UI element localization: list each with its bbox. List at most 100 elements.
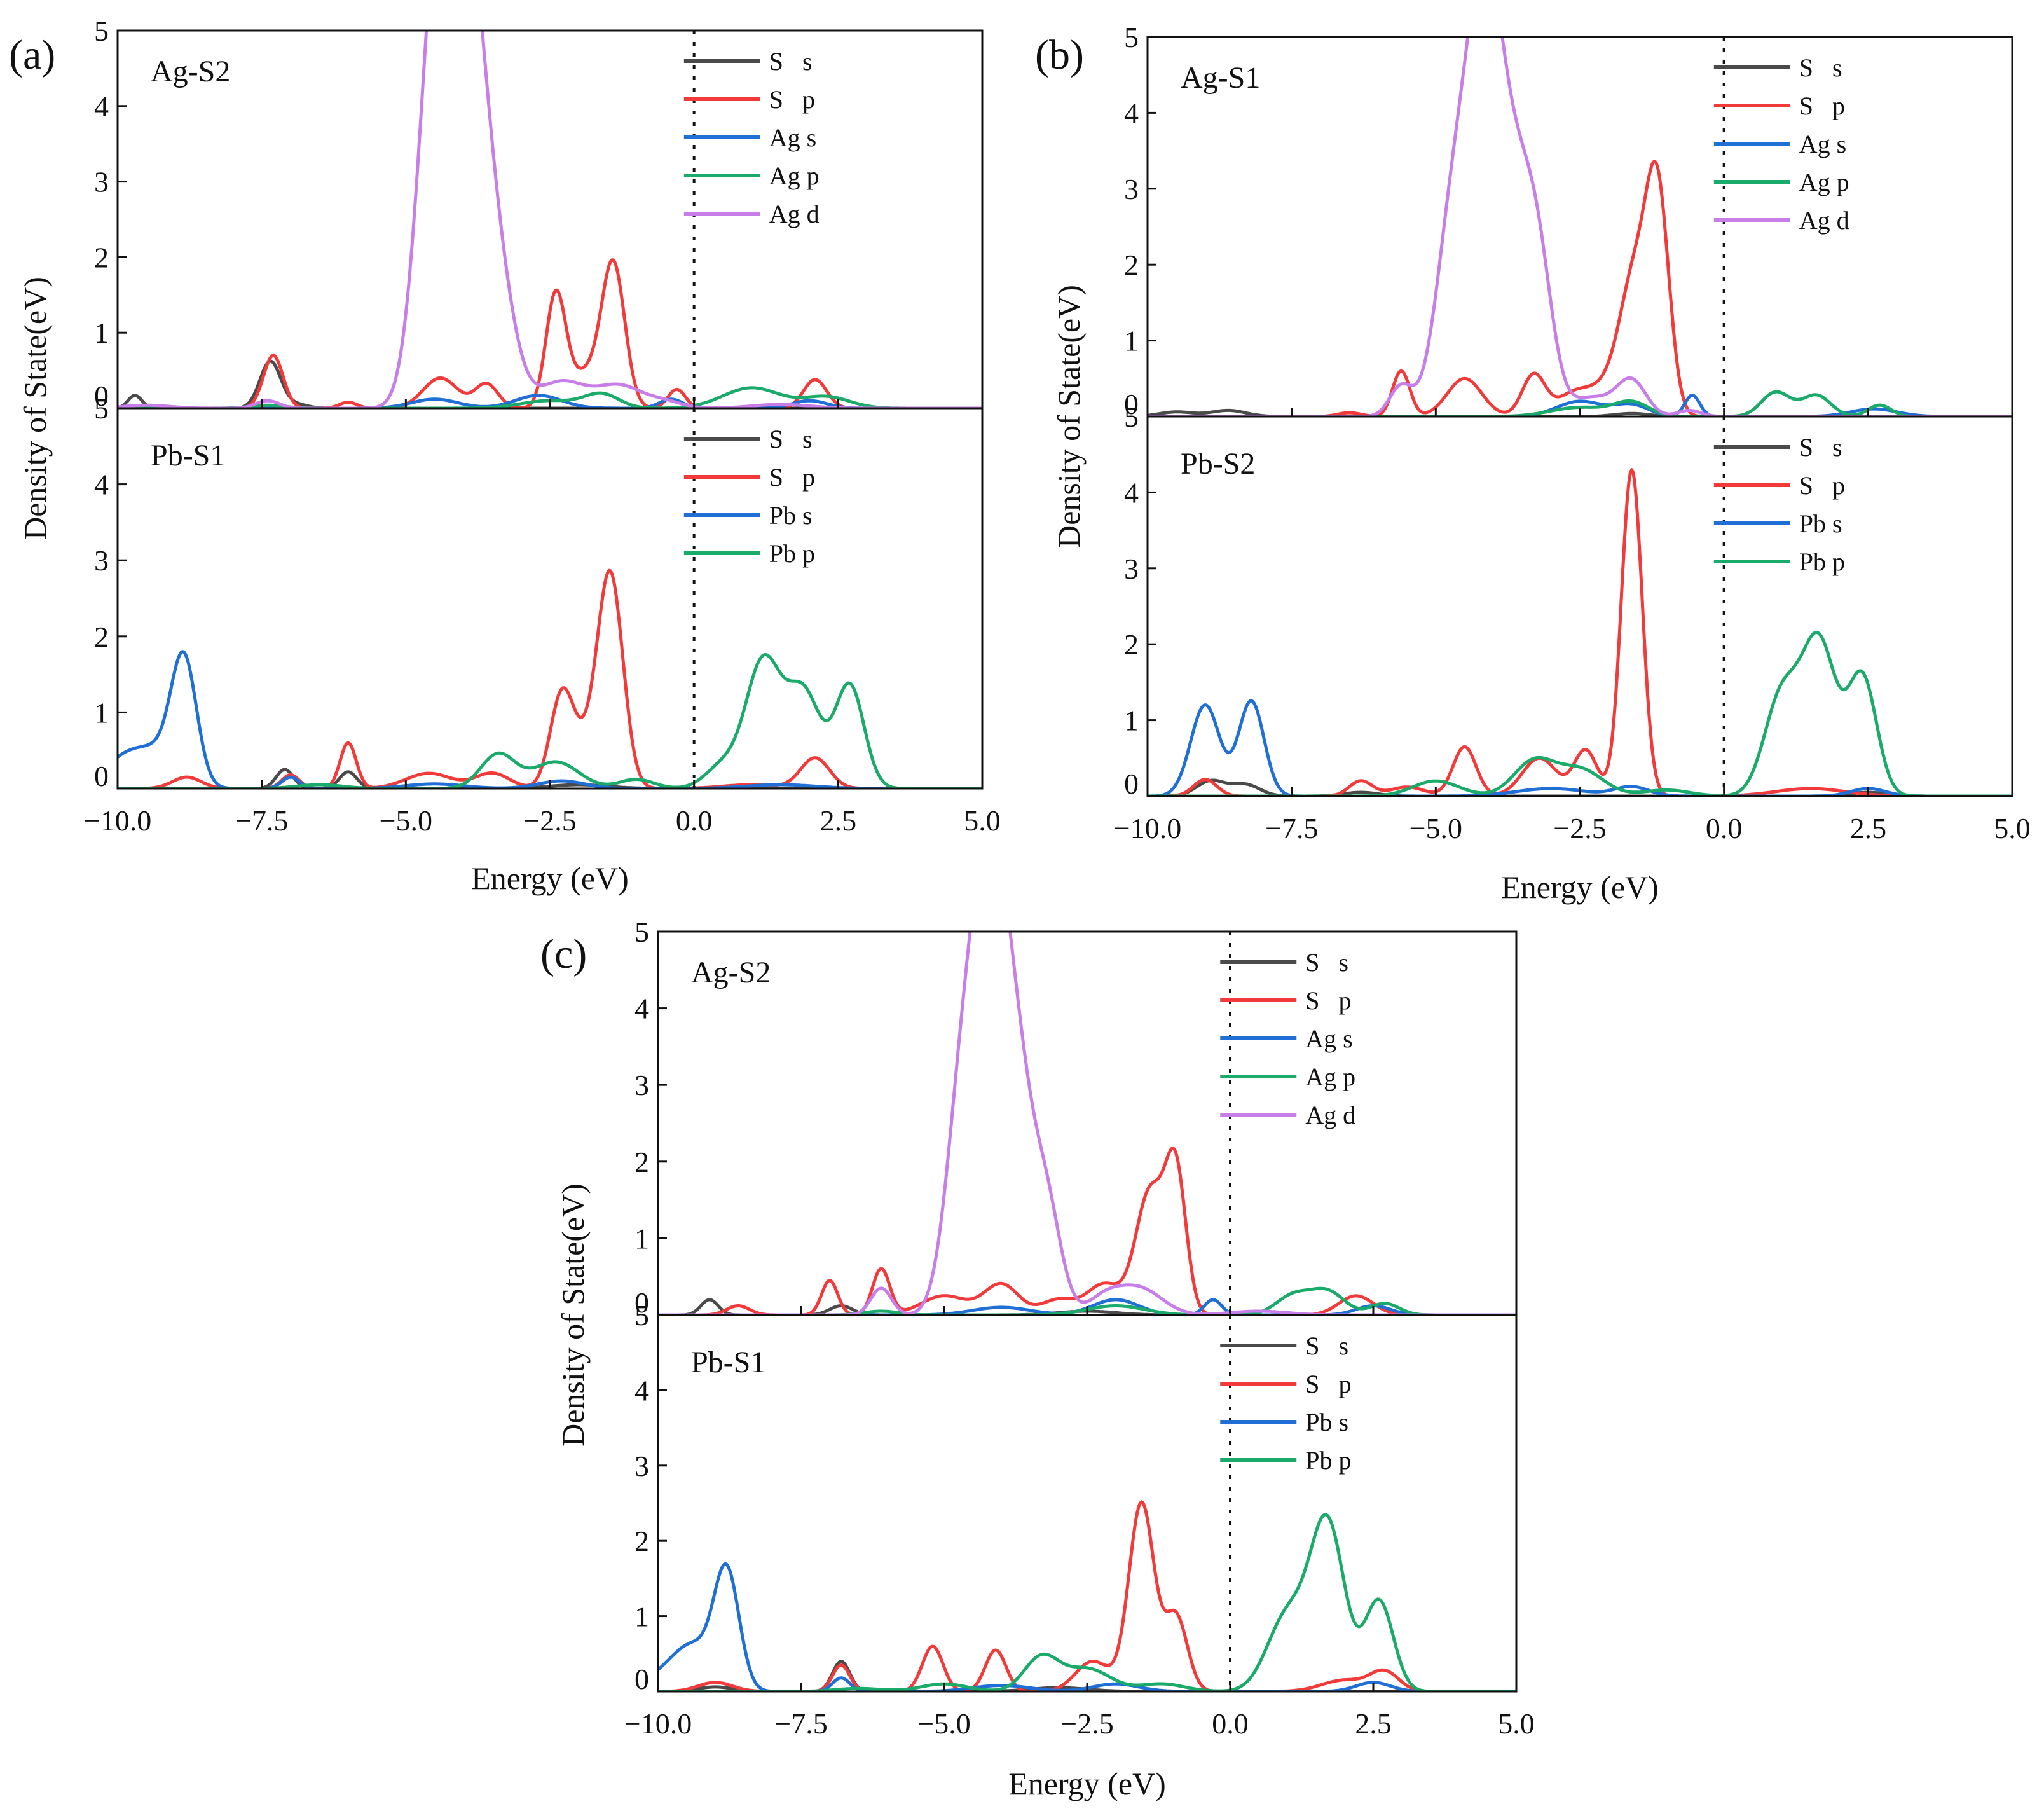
- x-tick-label: 2.5: [820, 804, 857, 837]
- series-line-s-p: [118, 258, 982, 408]
- legend-entry: Ag p: [769, 162, 820, 190]
- y-tick-label: 2: [634, 1525, 649, 1557]
- legend-entry: Ag d: [1799, 206, 1849, 235]
- y-axis-title: Density of State(eV): [555, 1183, 591, 1447]
- x-axis-title: Energy (eV): [471, 860, 629, 896]
- legend-entry: Ag p: [1305, 1063, 1355, 1091]
- y-axis-title: Density of State(eV): [1051, 285, 1087, 548]
- series-line-s-p: [1148, 160, 2012, 417]
- panel-a: (a) 0 1 2 3 4 5 Ag-S2 S s S p Ag s Ag p Ag d 0 1 2 3 4 5 Pb…: [9, 15, 1001, 896]
- legend-entry: Pb s: [769, 501, 813, 530]
- legend-entry: Ag s: [1305, 1024, 1352, 1053]
- series-line-pb-p: [1148, 630, 2012, 796]
- y-tick-label: 1: [1124, 325, 1139, 357]
- x-tick-label: −10.0: [1114, 812, 1181, 844]
- panel-b: (b) 0 1 2 3 4 5 Ag-S1 S s S p Ag s Ag p Ag d 0 1 2 3 4 5 Pb…: [1035, 21, 2031, 905]
- y-tick-label: 5: [634, 916, 649, 948]
- subplot-title: Ag-S2: [151, 55, 230, 88]
- x-tick-label: −2.5: [1060, 1707, 1113, 1740]
- y-tick-label: 4: [634, 1374, 649, 1407]
- y-tick-label: 4: [94, 90, 109, 123]
- series-line-s-p: [658, 1500, 1516, 1691]
- x-tick-label: −7.5: [1265, 812, 1318, 844]
- x-tick-label: −5.0: [380, 804, 432, 837]
- x-tick-label: 2.5: [1355, 1707, 1392, 1740]
- y-tick-label: 5: [1124, 401, 1139, 433]
- x-tick-label: 0.0: [676, 804, 713, 837]
- x-tick-label: 0.0: [1212, 1707, 1249, 1740]
- subplot-ag-s2: 0 1 2 3 4 5 Ag-S2 S s S p Ag s Ag p Ag d: [634, 916, 1518, 1319]
- x-tick-label: 5.0: [1994, 812, 2031, 844]
- y-tick-label: 5: [634, 1299, 649, 1332]
- plot-frame: [1146, 415, 2013, 797]
- legend-entry: Ag s: [769, 123, 816, 152]
- subplot-ag-s1: 0 1 2 3 4 5 Ag-S1 S s S p Ag s Ag p Ag d: [1124, 21, 2013, 420]
- x-tick-label: 2.5: [1850, 812, 1887, 844]
- panel-label: (b): [1035, 32, 1084, 78]
- legend-entry: Ag p: [1799, 168, 1849, 196]
- x-axis-title: Energy (eV): [1501, 869, 1659, 905]
- legend-entry: S s: [1799, 53, 1842, 82]
- y-tick-label: 5: [1124, 21, 1139, 53]
- y-tick-label: 0: [634, 1286, 649, 1319]
- y-tick-label: 1: [94, 317, 109, 349]
- y-tick-label: 1: [94, 696, 109, 729]
- y-tick-label: 4: [634, 993, 649, 1025]
- series-group: [118, 31, 982, 408]
- legend-entry: S p: [1799, 471, 1845, 500]
- y-tick-label: 0: [1124, 768, 1139, 800]
- legend-entry: Ag s: [1799, 130, 1846, 158]
- plot-frame: [1146, 36, 2013, 418]
- x-tick-label: −7.5: [235, 804, 288, 837]
- x-axis-title: Energy (eV): [1008, 1766, 1166, 1801]
- x-tick-label: 5.0: [964, 804, 1001, 837]
- x-tick-label: 5.0: [1498, 1707, 1535, 1740]
- y-tick-label: 1: [634, 1222, 649, 1255]
- subplot-title: Pb-S2: [1181, 447, 1255, 481]
- y-tick-label: 4: [94, 469, 109, 501]
- y-axis-title: Density of State(eV): [17, 277, 53, 540]
- legend-entry: S s: [1799, 433, 1842, 462]
- legend-entry: Ag d: [1305, 1101, 1355, 1129]
- plot-frame: [657, 930, 1518, 1316]
- y-tick-label: 0: [634, 1663, 649, 1695]
- subplot-title: Pb-S1: [691, 1346, 765, 1379]
- series-group: [658, 932, 1516, 1315]
- x-tick-label: −5.0: [917, 1707, 970, 1740]
- panel-c: (c) 0 1 2 3 4 5 Ag-S2 S s S p Ag s Ag p Ag d 0 1 2 3 4 5 Pb…: [540, 916, 1535, 1801]
- series-line-ag-d: [658, 932, 1516, 1315]
- y-tick-label: 3: [634, 1069, 649, 1101]
- legend-entry: S p: [769, 463, 815, 492]
- series-group: [1148, 37, 2012, 417]
- legend-entry: S s: [769, 47, 813, 76]
- subplot-pb-s2: 0 1 2 3 4 5 Pb-S2 S s S p Pb s Pb p: [1124, 401, 2013, 800]
- panel-label: (c): [540, 931, 587, 977]
- series-line-pb-p: [118, 653, 982, 788]
- x-tick-label: −7.5: [774, 1707, 827, 1740]
- series-group: [118, 568, 982, 788]
- y-tick-label: 2: [94, 241, 109, 273]
- series-line-ag-d: [1148, 37, 2012, 417]
- subplot-pb-s1: 0 1 2 3 4 5 Pb-S1 S s S p Pb s Pb p: [634, 1299, 1518, 1695]
- y-tick-label: 0: [1124, 388, 1139, 420]
- series-line-s-p: [658, 1147, 1516, 1315]
- subplot-title: Ag-S2: [691, 956, 771, 989]
- y-tick-label: 3: [94, 544, 109, 577]
- legend-entry: Ag d: [769, 200, 820, 228]
- y-tick-label: 3: [94, 166, 109, 198]
- y-tick-label: 3: [634, 1450, 649, 1482]
- legend-entry: Pb s: [1305, 1408, 1348, 1436]
- legend-entry: S s: [1305, 1332, 1348, 1360]
- plot-frame: [657, 1314, 1518, 1693]
- legend-entry: S p: [1305, 986, 1351, 1015]
- legend-entry: S p: [1799, 92, 1845, 120]
- x-tick-label: −2.5: [1553, 812, 1606, 844]
- legend-entry: Pb s: [1799, 509, 1842, 538]
- x-tick-label: −10.0: [84, 804, 151, 837]
- legend-entry: Pb p: [769, 539, 815, 568]
- y-tick-label: 3: [1124, 173, 1139, 205]
- series-line-pb-s: [118, 650, 982, 788]
- y-tick-label: 1: [634, 1601, 649, 1633]
- y-tick-label: 2: [94, 621, 109, 653]
- series-group: [1148, 468, 2012, 796]
